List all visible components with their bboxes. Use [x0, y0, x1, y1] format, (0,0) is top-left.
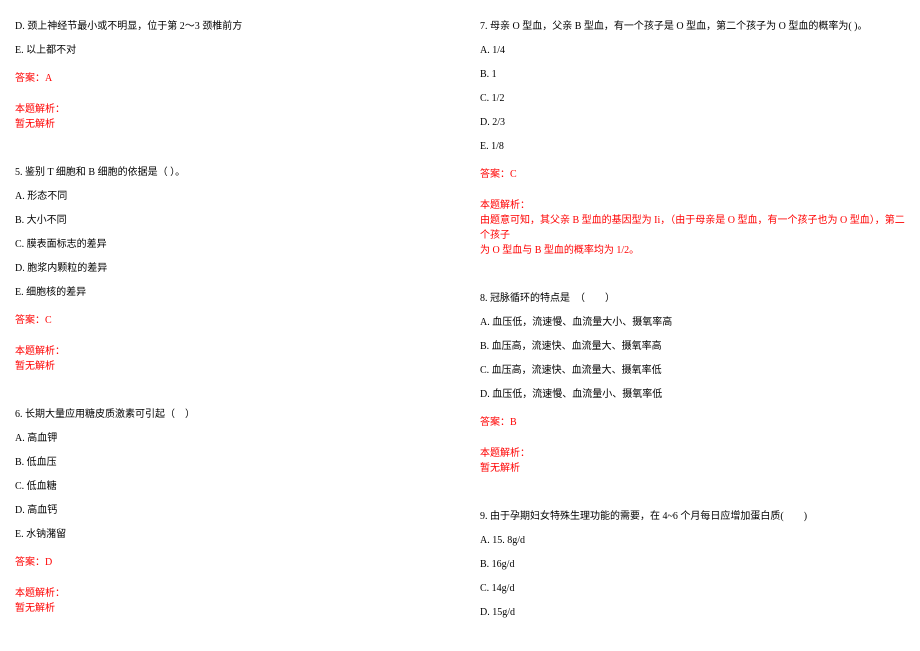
q5-option-c: C. 膜表面标志的差异: [15, 238, 440, 252]
q6-option-e: E. 水钠潴留: [15, 528, 440, 542]
q6-option-a: A. 高血钾: [15, 432, 440, 446]
q9-option-c: C. 14g/d: [480, 582, 905, 596]
q5-option-e: E. 细胞核的差异: [15, 286, 440, 300]
q6-option-b: B. 低血压: [15, 456, 440, 470]
q6-option-c: C. 低血糖: [15, 480, 440, 494]
q6-option-d: D. 高血钙: [15, 504, 440, 518]
q7-option-c: C. 1/2: [480, 92, 905, 106]
q7-option-b: B. 1: [480, 68, 905, 82]
q9-option-b: B. 16g/d: [480, 558, 905, 572]
q8-option-a: A. 血压低，流速慢、血流量大小、摄氧率高: [480, 316, 905, 330]
q8-option-c: C. 血压高，流速快、血流量大、摄氧率低: [480, 364, 905, 378]
q8-option-d: D. 血压低，流速慢、血流量小、摄氧率低: [480, 388, 905, 402]
q4-explanation-title: 本题解析：: [15, 100, 440, 115]
q5-explanation-body: 暂无解析: [15, 357, 440, 372]
q8-explanation-body: 暂无解析: [480, 459, 905, 474]
q8-answer: 答案：B: [480, 416, 905, 430]
q7-option-a: A. 1/4: [480, 44, 905, 58]
q8-stem: 8. 冠脉循环的特点是 （ ）: [480, 292, 905, 306]
q5-answer: 答案：C: [15, 314, 440, 328]
q9-option-a: A. 15. 8g/d: [480, 534, 905, 548]
q9-stem: 9. 由于孕期妇女特殊生理功能的需要，在 4~6 个月每日应增加蛋白质( ): [480, 510, 905, 524]
q6-answer: 答案：D: [15, 556, 440, 570]
q8-option-b: B. 血压高，流速快、血流量大、摄氧率高: [480, 340, 905, 354]
q4-explanation-body: 暂无解析: [15, 115, 440, 130]
q5-option-b: B. 大小不同: [15, 214, 440, 228]
q6-explanation-title: 本题解析：: [15, 584, 440, 599]
q7-stem: 7. 母亲 O 型血，父亲 B 型血，有一个孩子是 O 型血，第二个孩子为 O …: [480, 20, 905, 34]
q4-answer: 答案：A: [15, 72, 440, 86]
q7-answer: 答案：C: [480, 168, 905, 182]
q5-option-a: A. 形态不同: [15, 190, 440, 204]
q7-explanation-body-line2: 为 O 型血与 B 型血的概率均为 1/2。: [480, 241, 905, 256]
q7-explanation-title: 本题解析：: [480, 196, 905, 211]
q4-option-e: E. 以上都不对: [15, 44, 440, 58]
q6-explanation-body: 暂无解析: [15, 599, 440, 614]
q7-option-d: D. 2/3: [480, 116, 905, 130]
q9-option-d: D. 15g/d: [480, 606, 905, 620]
q5-option-d: D. 胞浆内颗粒的差异: [15, 262, 440, 276]
q8-explanation-title: 本题解析：: [480, 444, 905, 459]
q5-explanation-title: 本题解析：: [15, 342, 440, 357]
q7-option-e: E. 1/8: [480, 140, 905, 154]
q6-stem: 6. 长期大量应用糖皮质激素可引起（ ）: [15, 408, 440, 422]
q4-option-d: D. 颈上神经节最小或不明显，位于第 2～3 颈椎前方: [15, 20, 440, 34]
right-column: 7. 母亲 O 型血，父亲 B 型血，有一个孩子是 O 型血，第二个孩子为 O …: [460, 20, 905, 631]
left-column: D. 颈上神经节最小或不明显，位于第 2～3 颈椎前方 E. 以上都不对 答案：…: [15, 20, 460, 631]
q7-explanation-body-line1: 由题意可知，其父亲 B 型血的基因型为 Ii，（由于母亲是 O 型血，有一个孩子…: [480, 211, 905, 241]
q5-stem: 5. 鉴别 T 细胞和 B 细胞的依据是（ ）。: [15, 166, 440, 180]
